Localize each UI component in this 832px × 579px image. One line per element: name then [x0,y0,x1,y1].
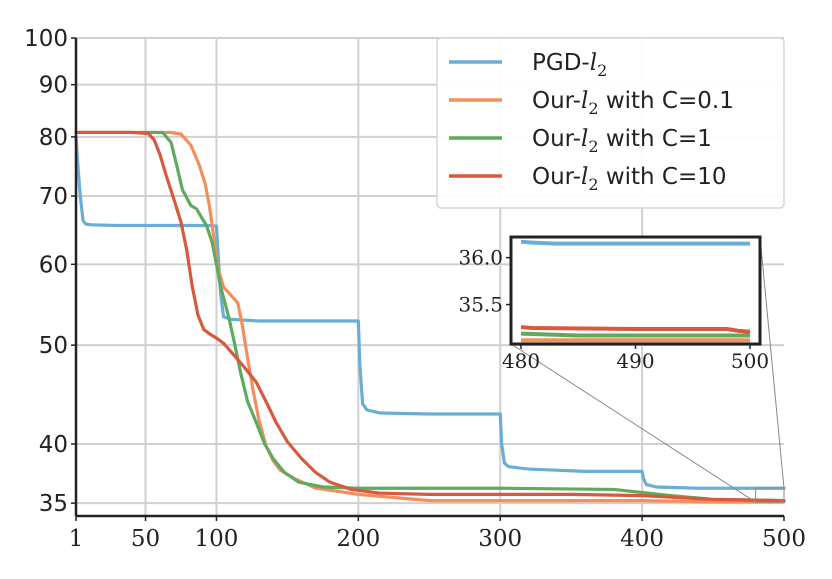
y-tick-label: 60 [39,252,68,278]
legend-subscript: 2 [588,137,598,156]
y-tick-label: 70 [39,184,68,210]
x-tick-label: 200 [336,526,380,552]
inset-series-line-3 [520,331,750,338]
inset-y-tick-label: 36.0 [458,246,503,270]
legend-entry-label: Our-l2 with C=1 [532,126,712,156]
y-tick-label: 40 [39,432,68,458]
legend-entry-label: PGD-l2 [532,50,607,80]
inset-series-line-1 [520,239,750,246]
x-tick-label: 100 [195,526,239,552]
series-layer [74,130,786,504]
y-tick-label: 90 [39,73,68,99]
legend-prefix: Our- [532,126,581,152]
x-tick-label: 300 [478,526,522,552]
legend-subscript: 2 [588,175,598,194]
tick-labels: 1 50 100 200 300 400 500 35 40 50 60 70 80 90 100 [24,26,806,552]
series-line-3 [74,130,786,503]
series-line-1 [74,135,786,490]
legend-variable: l [581,126,588,152]
legend-prefix: PGD- [532,50,590,76]
legend-suffix: with C=1 [599,126,712,152]
inset-background [511,237,760,344]
inset-x-tick-label: 500 [731,349,769,373]
legend-subscript: 2 [588,99,598,118]
y-tick-label: 50 [39,333,68,359]
x-tick-label: 500 [762,526,806,552]
inset-x-tick-label: 480 [502,349,540,373]
x-tick-label: 400 [620,526,664,552]
zoom-region-box [755,487,785,503]
inset-zoom-panel: 480 490 500 35.5 36.0 [458,235,769,373]
legend-variable: l [581,164,588,190]
axes [74,38,784,518]
legend-prefix: Our- [532,164,581,190]
zoom-connectors [510,236,785,503]
inset-x-tick-label: 490 [616,349,654,373]
y-tick-label: 35 [39,491,68,517]
series-line-4 [74,130,786,503]
inset-series-line-4 [520,325,751,334]
legend-prefix: Our- [532,88,581,114]
y-tick-label: 100 [24,26,68,52]
x-tick-label: 1 [69,526,84,552]
x-tick-label: 50 [131,526,160,552]
legend-box [436,37,785,209]
legend-suffix: with C=0.1 [599,88,734,114]
legend-variable: l [581,88,588,114]
legend-entry-label: Our-l2 with C=0.1 [532,88,734,118]
series-line-2 [74,130,786,504]
legend-variable: l [590,50,597,76]
zoom-connector-line [510,343,756,503]
inset-y-tick-label: 35.5 [458,293,503,317]
legend-suffix: with C=10 [599,164,727,190]
legend-subscript: 2 [597,61,607,80]
zoom-connector-line [759,236,785,489]
y-tick-label: 80 [39,125,68,151]
legend-entry-label: Our-l2 with C=10 [532,164,727,194]
